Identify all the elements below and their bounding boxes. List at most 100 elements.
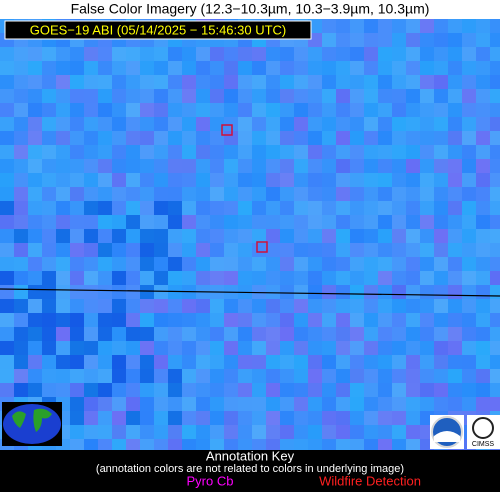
image-pixel [434, 313, 448, 327]
image-pixel [448, 383, 462, 397]
image-pixel [14, 285, 28, 299]
image-pixel [406, 355, 420, 369]
image-pixel [406, 187, 420, 201]
image-pixel [280, 89, 294, 103]
image-pixel [420, 383, 434, 397]
image-pixel [434, 243, 448, 257]
image-pixel [14, 131, 28, 145]
image-pixel [406, 243, 420, 257]
image-pixel [350, 201, 364, 215]
image-pixel [238, 47, 252, 61]
image-pixel [140, 369, 154, 383]
image-pixel [140, 355, 154, 369]
image-pixel [350, 397, 364, 411]
image-pixel [462, 117, 476, 131]
image-pixel [392, 145, 406, 159]
image-pixel [126, 397, 140, 411]
image-pixel [476, 89, 490, 103]
image-pixel [224, 411, 238, 425]
image-pixel [154, 285, 168, 299]
image-pixel [378, 313, 392, 327]
image-pixel [126, 411, 140, 425]
image-pixel [392, 201, 406, 215]
image-pixel [434, 355, 448, 369]
image-pixel [420, 313, 434, 327]
image-pixel [322, 243, 336, 257]
image-pixel [210, 201, 224, 215]
image-pixel [70, 215, 84, 229]
image-pixel [0, 369, 14, 383]
image-pixel [490, 145, 500, 159]
image-pixel [406, 313, 420, 327]
image-pixel [84, 285, 98, 299]
image-pixel [364, 47, 378, 61]
image-pixel [378, 397, 392, 411]
image-pixel [280, 257, 294, 271]
image-pixel [28, 131, 42, 145]
image-pixel [434, 131, 448, 145]
image-pixel [238, 439, 252, 450]
image-pixel [420, 103, 434, 117]
image-pixel [42, 61, 56, 75]
image-pixel [70, 117, 84, 131]
image-pixel [84, 397, 98, 411]
image-pixel [224, 201, 238, 215]
image-pixel [490, 33, 500, 47]
image-pixel [154, 117, 168, 131]
image-pixel [154, 187, 168, 201]
image-pixel [406, 159, 420, 173]
image-pixel [28, 327, 42, 341]
image-pixel [154, 313, 168, 327]
image-pixel [280, 397, 294, 411]
image-pixel [308, 341, 322, 355]
image-pixel [252, 173, 266, 187]
image-pixel [98, 61, 112, 75]
image-pixel [490, 159, 500, 173]
image-pixel [364, 425, 378, 439]
image-pixel [238, 215, 252, 229]
image-pixel [112, 383, 126, 397]
image-pixel [56, 201, 70, 215]
image-pixel [308, 369, 322, 383]
image-pixel [434, 327, 448, 341]
image-pixel [434, 383, 448, 397]
image-pixel [28, 117, 42, 131]
image-pixel [448, 313, 462, 327]
image-pixel [42, 285, 56, 299]
image-pixel [476, 215, 490, 229]
image-pixel [420, 271, 434, 285]
image-pixel [126, 89, 140, 103]
image-pixel [406, 117, 420, 131]
image-pixel [154, 201, 168, 215]
image-pixel [448, 271, 462, 285]
image-pixel [168, 299, 182, 313]
image-pixel [196, 243, 210, 257]
image-pixel [126, 229, 140, 243]
image-pixel [462, 369, 476, 383]
image-pixel [84, 299, 98, 313]
image-pixel [392, 257, 406, 271]
image-pixel [70, 285, 84, 299]
title: False Color Imagery (12.3−10.3µm, 10.3−3… [71, 1, 430, 17]
image-pixel [98, 271, 112, 285]
image-pixel [420, 61, 434, 75]
image-pixel [70, 383, 84, 397]
image-pixel [308, 383, 322, 397]
image-pixel [56, 229, 70, 243]
image-pixel [392, 131, 406, 145]
image-pixel [70, 173, 84, 187]
image-pixel [182, 243, 196, 257]
image-pixel [378, 215, 392, 229]
image-pixel [168, 257, 182, 271]
image-pixel [406, 131, 420, 145]
image-pixel [14, 47, 28, 61]
image-pixel [84, 75, 98, 89]
image-pixel [294, 131, 308, 145]
image-pixel [336, 103, 350, 117]
image-pixel [182, 61, 196, 75]
image-pixel [182, 257, 196, 271]
image-pixel [56, 173, 70, 187]
image-pixel [14, 61, 28, 75]
image-pixel [266, 75, 280, 89]
image-pixel [266, 229, 280, 243]
